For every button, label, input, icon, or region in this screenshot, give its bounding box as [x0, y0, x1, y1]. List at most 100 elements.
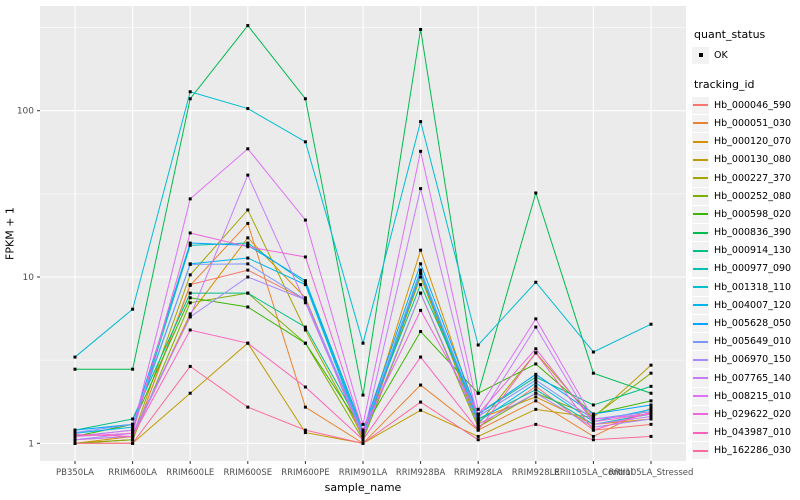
data-point — [303, 431, 307, 435]
data-point — [246, 291, 250, 295]
x-tick-label: RRIM600LA — [108, 468, 157, 478]
data-point — [361, 431, 365, 435]
data-point — [419, 275, 423, 279]
data-point — [188, 301, 192, 305]
legend-color-key — [692, 405, 709, 423]
data-point — [534, 399, 538, 403]
legend-color-key — [692, 315, 709, 333]
legend-item-label: Hb_004007_120 — [714, 299, 792, 311]
legend-item-Hb_001318_110: Hb_001318_110 — [692, 278, 800, 296]
data-point — [361, 341, 365, 345]
data-point — [73, 428, 77, 432]
legend-item-Hb_000130_080: Hb_000130_080 — [692, 151, 800, 169]
data-point — [649, 422, 653, 426]
legend-item-Hb_000914_130: Hb_000914_130 — [692, 242, 800, 260]
data-point — [73, 432, 77, 436]
y-tick-label: 1 — [28, 439, 34, 449]
data-point — [649, 434, 653, 438]
legend-item-Hb_000836_390: Hb_000836_390 — [692, 224, 800, 242]
data-point — [188, 391, 192, 395]
legend-item-label: Hb_029622_020 — [714, 408, 792, 420]
data-point — [591, 417, 595, 421]
data-point — [303, 341, 307, 345]
color-line-icon — [693, 231, 708, 234]
x-axis-title: sample_name — [324, 481, 402, 494]
data-point — [419, 400, 423, 404]
legend-item-Hb_043987_010: Hb_043987_010 — [692, 424, 800, 442]
data-point — [419, 283, 423, 287]
color-line-icon — [693, 449, 708, 452]
legend-item-Hb_000598_020: Hb_000598_020 — [692, 205, 800, 223]
legend-quant-status-title: quant_status — [694, 28, 766, 41]
color-line-icon — [693, 213, 708, 216]
data-point — [303, 279, 307, 283]
data-point — [131, 434, 135, 438]
data-point — [419, 248, 423, 252]
data-point — [188, 283, 192, 287]
legend-color-key — [692, 333, 709, 351]
data-point — [361, 434, 365, 438]
legend-color-key — [692, 387, 709, 405]
data-point — [361, 393, 365, 397]
data-point — [591, 414, 595, 418]
legend-item-Hb_162286_030: Hb_162286_030 — [692, 442, 800, 460]
color-line-icon — [693, 158, 708, 161]
legend-tracking-title: tracking_id — [694, 78, 755, 92]
data-point — [649, 391, 653, 395]
data-point — [303, 140, 307, 144]
legend-item-label: Hb_162286_030 — [714, 445, 792, 457]
data-point — [188, 243, 192, 247]
data-point — [188, 241, 192, 245]
legend-color-key — [692, 369, 709, 387]
color-line-icon — [693, 431, 708, 434]
legend-color-key — [692, 205, 709, 223]
legend: quant_status OK tracking_id Hb_000046_59… — [692, 28, 800, 460]
legend-item-Hb_029622_020: Hb_029622_020 — [692, 405, 800, 423]
legend-item-label: Hb_001318_110 — [714, 281, 792, 293]
data-point — [73, 431, 77, 435]
data-point — [534, 375, 538, 379]
data-point — [476, 420, 480, 424]
legend-color-key — [692, 151, 709, 169]
data-point — [419, 187, 423, 191]
data-point — [534, 325, 538, 329]
data-point — [246, 275, 250, 279]
data-point — [131, 307, 135, 311]
data-point — [188, 364, 192, 368]
data-point — [361, 428, 365, 432]
data-point — [591, 403, 595, 407]
legend-item-label: Hb_000120_070 — [714, 136, 792, 148]
data-point — [649, 384, 653, 388]
legend-color-key — [692, 424, 709, 442]
legend-item-Hb_000252_080: Hb_000252_080 — [692, 187, 800, 205]
data-point — [419, 269, 423, 273]
y-tick-label: 100 — [17, 107, 34, 117]
data-point — [131, 428, 135, 432]
legend-item-label: Hb_000836_390 — [714, 227, 792, 239]
data-point — [188, 90, 192, 94]
data-point — [476, 412, 480, 416]
legend-color-key — [692, 351, 709, 369]
legend-item-label: Hb_000046_590 — [714, 99, 792, 111]
data-point — [303, 283, 307, 287]
data-point — [591, 434, 595, 438]
x-tick-label: RRII105LA_Stressed — [609, 468, 694, 478]
legend-item-label: Hb_005649_010 — [714, 336, 792, 348]
data-point — [246, 147, 250, 151]
data-point — [188, 231, 192, 235]
data-point — [419, 408, 423, 412]
legend-item-label: Hb_000130_080 — [714, 154, 792, 166]
legend-color-key — [692, 96, 709, 114]
data-point — [419, 308, 423, 312]
data-point — [649, 410, 653, 414]
data-point — [534, 378, 538, 382]
data-point — [246, 221, 250, 225]
legend-item-label: Hb_000914_130 — [714, 245, 792, 257]
color-line-icon — [693, 413, 708, 416]
data-point — [419, 291, 423, 295]
data-point — [246, 268, 250, 272]
color-line-icon — [693, 140, 708, 143]
legend-color-key — [692, 260, 709, 278]
data-point — [246, 107, 250, 111]
